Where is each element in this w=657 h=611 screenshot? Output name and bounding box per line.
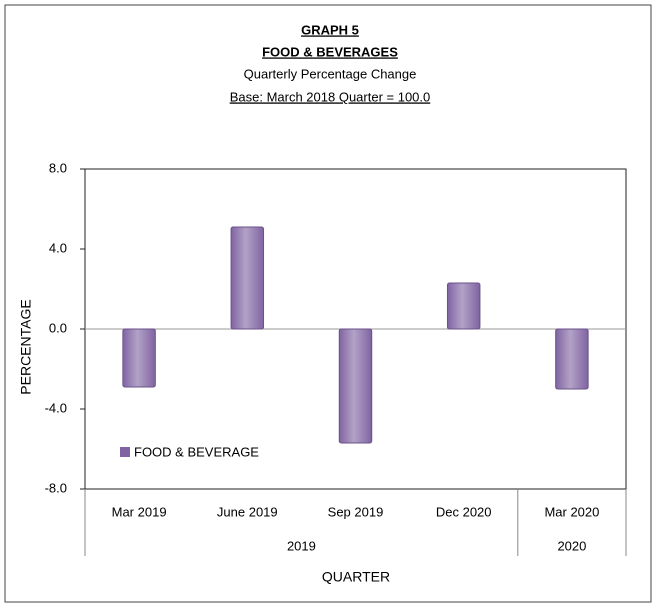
chart-title: GRAPH 5 xyxy=(301,22,359,37)
bar xyxy=(338,328,373,444)
bar xyxy=(230,226,265,330)
x-tick-label: Dec 2020 xyxy=(436,504,492,519)
x-tick-label: June 2019 xyxy=(217,504,278,519)
legend-label: FOOD & BEVERAGE xyxy=(134,444,259,459)
chart-title: FOOD & BEVERAGES xyxy=(262,44,398,59)
chart-border xyxy=(4,4,652,603)
y-axis-label: PERCENTAGE xyxy=(18,299,34,394)
x-axis-label: QUARTER xyxy=(322,569,390,585)
y-tick-label: 4.0 xyxy=(49,240,67,255)
x-tick-label: Sep 2019 xyxy=(328,504,384,519)
bar xyxy=(446,282,481,330)
legend-swatch xyxy=(120,447,130,457)
x-tick-label: Mar 2020 xyxy=(544,504,599,519)
group-label: 2020 xyxy=(557,538,586,553)
chart-subtitle: Quarterly Percentage Change xyxy=(244,66,417,81)
y-tick-label: 0.0 xyxy=(49,320,67,335)
group-label: 2019 xyxy=(287,538,316,553)
bar xyxy=(122,328,156,388)
y-tick-label: -4.0 xyxy=(45,400,67,415)
bar xyxy=(555,328,589,390)
y-tick-label: 8.0 xyxy=(49,160,67,175)
chart-subtitle: Base: March 2018 Quarter = 100.0 xyxy=(230,89,431,104)
x-tick-label: Mar 2019 xyxy=(112,504,167,519)
y-tick-label: -8.0 xyxy=(45,480,67,495)
